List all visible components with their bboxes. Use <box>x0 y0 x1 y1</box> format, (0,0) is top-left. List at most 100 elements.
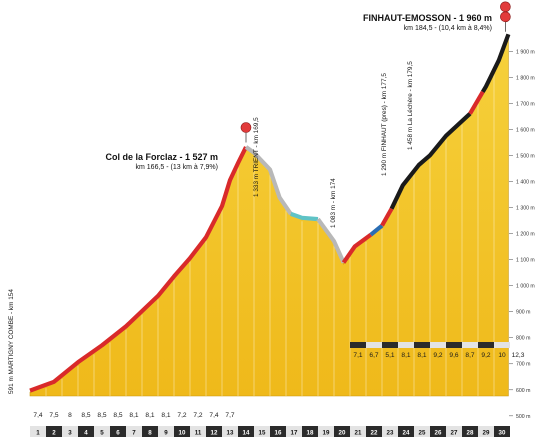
gradient-label: 8,1 <box>145 412 154 419</box>
y-tick-label: 900 m <box>516 310 530 316</box>
km-number: 12 <box>211 430 218 437</box>
km-cell <box>302 426 318 437</box>
km-cell <box>334 426 350 437</box>
y-tick-label: 1 700 m <box>516 101 535 107</box>
km-cell <box>46 426 62 437</box>
y-tick-label: 600 m <box>516 388 530 394</box>
gradient-label: 7,1 <box>353 352 362 359</box>
gradient-label: 9,6 <box>449 352 458 359</box>
km-number: 21 <box>355 430 362 437</box>
km-number: 2 <box>52 430 56 437</box>
km-number: 17 <box>291 430 298 437</box>
road-segment <box>244 145 293 216</box>
gradient-label: 8,1 <box>401 352 410 359</box>
road-segment <box>480 33 511 93</box>
km-cell <box>430 426 446 437</box>
gradient-label: 7,4 <box>209 412 218 419</box>
gradient-label: 8,1 <box>161 412 170 419</box>
km-cell <box>382 342 398 348</box>
km-cell <box>158 426 174 437</box>
km-cell <box>190 426 206 437</box>
km-cell <box>254 426 270 437</box>
km-cell <box>398 342 414 348</box>
forclaz-title: Col de la Forclaz - 1 527 m <box>105 152 218 162</box>
km-number: 25 <box>419 430 426 437</box>
gradient-label: 8,1 <box>129 412 138 419</box>
km-number: 30 <box>499 430 506 437</box>
finish-subtitle: km 184,5 - (10,4 km à 8,4%) <box>404 25 492 32</box>
km-number: 15 <box>259 430 266 437</box>
km-number: 11 <box>195 430 202 437</box>
y-tick-label: 1 200 m <box>516 232 535 238</box>
km-cell <box>494 426 510 437</box>
start-label: 591 m MARTIGNY COMBE - km 154 <box>8 289 15 394</box>
km-number: 13 <box>227 430 234 437</box>
road-segment <box>290 211 319 222</box>
trient-label: 1 333 m TRIENT - km 169,5 <box>253 117 260 197</box>
km-number: 28 <box>467 430 474 437</box>
km-cell <box>222 426 238 437</box>
km-number: 19 <box>323 430 330 437</box>
gradient-label: 12,3 <box>512 352 525 359</box>
forclaz-marker <box>240 122 252 143</box>
gradient-label: 8,1 <box>417 352 426 359</box>
gradient-label: 7,5 <box>49 412 58 419</box>
km-number: 27 <box>451 430 458 437</box>
forclaz-subtitle: km 166,5 - (13 km à 7,9%) <box>136 164 218 171</box>
km-cell <box>270 426 286 437</box>
road-segment <box>389 112 472 210</box>
lachaire-label: 1 458 m La Léchère - km 179,5 <box>407 61 414 150</box>
km-number: 5 <box>100 430 104 437</box>
km-cell <box>206 426 222 437</box>
gradient-label: 7,4 <box>33 412 42 419</box>
km-number: 29 <box>483 430 490 437</box>
km-cell <box>286 426 302 437</box>
gradient-label: 9,2 <box>433 352 442 359</box>
km-cell <box>94 426 110 437</box>
km-cell <box>462 342 478 348</box>
y-tick-label: 700 m <box>516 362 530 368</box>
km-number: 4 <box>84 430 88 437</box>
km-number: 26 <box>435 430 442 437</box>
km-cell <box>318 426 334 437</box>
road-segment <box>341 233 373 264</box>
km-cell <box>366 426 382 437</box>
km-cell <box>430 342 446 348</box>
finish-marker <box>500 1 511 32</box>
km-cell <box>478 342 494 348</box>
km-cell <box>478 426 494 437</box>
gradient-label: 7,7 <box>225 412 234 419</box>
y-tick-label: 1 900 m <box>516 49 535 55</box>
km-number: 23 <box>387 430 394 437</box>
y-tick-label: 1 500 m <box>516 154 535 160</box>
y-tick-label: 500 m <box>516 414 530 420</box>
km-cell <box>366 342 382 348</box>
km-cell <box>398 426 414 437</box>
km-cell <box>446 426 462 437</box>
terrain-area <box>29 35 509 397</box>
km-number: 6 <box>116 430 120 437</box>
km-number: 18 <box>307 430 314 437</box>
km-number: 8 <box>148 430 152 437</box>
km-cell <box>446 342 462 348</box>
km-number: 3 <box>68 430 72 437</box>
gradient-label: 5,1 <box>385 352 394 359</box>
km-cell <box>382 426 398 437</box>
y-tick-label: 1 000 m <box>516 284 535 290</box>
km-cell <box>142 426 158 437</box>
km-number: 16 <box>275 430 282 437</box>
km-cell <box>350 426 366 437</box>
road-segment <box>380 207 394 227</box>
finish-title: FINHAUT-EMOSSON - 1 960 m <box>363 13 492 23</box>
road-segment <box>29 146 248 393</box>
gradient-label: 9,2 <box>481 352 490 359</box>
km-cell <box>62 426 78 437</box>
km-number: 20 <box>339 430 346 437</box>
gradient-label: 10 <box>498 352 506 359</box>
km-number: 14 <box>243 430 250 437</box>
km-cell <box>414 342 430 348</box>
gradient-label: 8 <box>68 412 72 419</box>
low-point-label: 1 083 m - km 174 <box>330 178 337 228</box>
marker-head <box>500 1 511 13</box>
